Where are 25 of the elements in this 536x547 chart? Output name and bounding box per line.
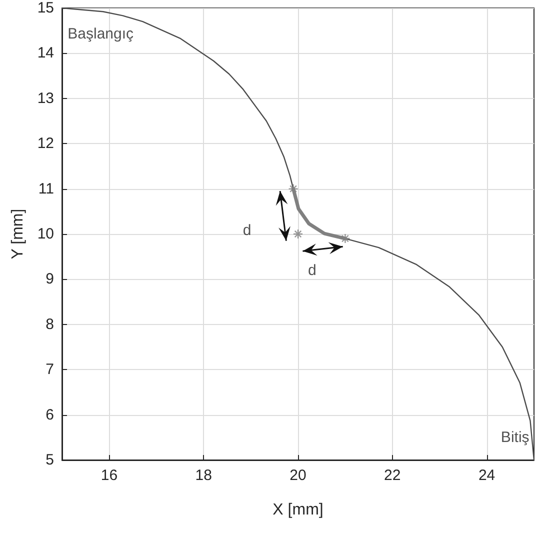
point — [292, 228, 304, 240]
x-axis-title: X [mm] — [272, 502, 324, 518]
annotation: Başlangıç — [68, 26, 134, 43]
x-tick-label: 22 — [384, 467, 401, 484]
y-tick-label: 5 — [46, 452, 54, 468]
x-tick-label: 16 — [100, 467, 118, 484]
x-tick-label: 24 — [478, 467, 496, 484]
y-tick-label: 7 — [46, 361, 54, 378]
annotation: d — [308, 262, 316, 280]
y-tick-label: 13 — [37, 90, 54, 107]
annotation: d — [242, 222, 252, 239]
y-tick-label: 15 — [37, 0, 54, 16]
y-tick-label: 9 — [46, 270, 54, 288]
y-tick-label: 12 — [37, 135, 54, 152]
y-tick-label: 8 — [46, 316, 54, 333]
point — [340, 233, 350, 244]
x-tick-label: 20 — [290, 467, 306, 484]
y-tick-label: 11 — [38, 180, 54, 198]
point — [288, 184, 298, 194]
y-axis-title: Y [mm] — [10, 208, 26, 260]
y-tick-label: 14 — [37, 44, 54, 62]
y-tick-label: 6 — [46, 406, 54, 424]
annotation: Bitiş — [500, 428, 530, 446]
x-tick-label: 18 — [195, 467, 212, 484]
y-tick-label: 10 — [37, 226, 54, 242]
